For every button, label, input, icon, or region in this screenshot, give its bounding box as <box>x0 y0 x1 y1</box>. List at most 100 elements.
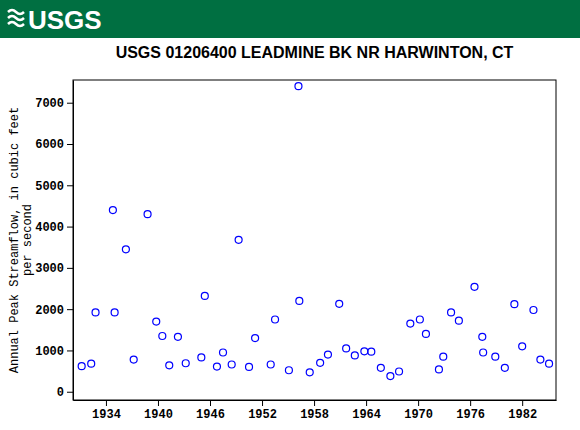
y-axis-title-line: Annual Peak Streamflow, in cubic feet <box>8 107 22 373</box>
data-point <box>435 366 442 373</box>
data-point <box>479 333 486 340</box>
data-point <box>213 363 220 370</box>
data-point <box>88 360 95 367</box>
tick-label: 0 <box>57 386 64 400</box>
tick-label: 1934 <box>92 408 121 422</box>
plot-frame <box>73 80 556 400</box>
tick-label: 1982 <box>508 408 537 422</box>
tick: 1940 <box>144 400 173 422</box>
tick-label: 2000 <box>35 304 64 318</box>
data-point <box>455 317 462 324</box>
y-axis: 01000200030004000500060007000 <box>35 81 73 401</box>
tick-label: 1964 <box>352 408 381 422</box>
data-point <box>182 360 189 367</box>
data-point <box>336 300 343 307</box>
data-point <box>198 354 205 361</box>
data-point <box>324 351 331 358</box>
tick-mark <box>158 400 159 406</box>
data-point <box>220 349 227 356</box>
tick: 2000 <box>35 304 73 318</box>
points <box>78 83 552 380</box>
tick-label: 7000 <box>35 97 64 111</box>
data-point <box>252 335 259 342</box>
data-point <box>361 348 368 355</box>
data-point <box>295 83 302 90</box>
data-point <box>448 309 455 316</box>
data-point <box>471 283 478 290</box>
tick: 4000 <box>35 221 73 235</box>
tick-label: 3000 <box>35 262 64 276</box>
logo-wave <box>8 10 24 14</box>
tick: 1982 <box>508 400 537 422</box>
data-point <box>111 309 118 316</box>
x-axis: 1934 1940 1946 1952 1958 1964 1970 1976 1982 <box>74 400 557 422</box>
y-axis-title: Annual Peak Streamflow, in cubic feetper… <box>8 107 35 373</box>
data-point <box>78 363 85 370</box>
tick-mark <box>67 185 73 186</box>
data-point <box>396 368 403 375</box>
y-axis-title-line: per second <box>21 204 35 276</box>
tick-label: 1970 <box>404 408 433 422</box>
data-point <box>343 345 350 352</box>
tick: 1958 <box>300 400 329 422</box>
data-point <box>530 306 537 313</box>
tick-mark <box>67 392 73 393</box>
data-point <box>501 364 508 371</box>
tick: 0 <box>57 386 73 400</box>
tick-mark <box>67 227 73 228</box>
data-point <box>272 316 279 323</box>
data-point <box>546 360 553 367</box>
tick: 1970 <box>404 400 433 422</box>
logo: USGS <box>8 5 102 35</box>
header-bar <box>0 0 580 38</box>
chart: USGS USGS 01206400 LEADMINE BK NR HARWINT… <box>0 0 580 430</box>
data-point <box>174 333 181 340</box>
tick-label: 1958 <box>300 408 329 422</box>
data-point <box>159 333 166 340</box>
data-point <box>387 373 394 380</box>
data-point <box>267 361 274 368</box>
data-point <box>306 369 313 376</box>
data-point <box>407 320 414 327</box>
data-point <box>377 364 384 371</box>
tick-mark <box>67 268 73 269</box>
data-point <box>317 359 324 366</box>
data-point <box>440 353 447 360</box>
tick: 1964 <box>352 400 381 422</box>
data-point <box>519 343 526 350</box>
data-point <box>537 356 544 363</box>
tick-mark <box>262 400 263 406</box>
logo-wave <box>8 16 24 20</box>
tick: 1952 <box>248 400 277 422</box>
title: USGS 01206400 LEADMINE BK NR HARWINTON, … <box>116 44 514 61</box>
tick-label: 1946 <box>196 408 225 422</box>
data-point <box>92 309 99 316</box>
data-point <box>201 292 208 299</box>
data-point <box>228 361 235 368</box>
data-point <box>416 316 423 323</box>
tick-mark <box>210 400 211 406</box>
data-point <box>285 367 292 374</box>
axis-line <box>73 81 74 401</box>
tick-label: 1940 <box>144 408 173 422</box>
tick-mark <box>366 400 367 406</box>
data-point <box>246 363 253 370</box>
tick-label: 4000 <box>35 221 64 235</box>
data-point <box>235 236 242 243</box>
tick-mark <box>67 309 73 310</box>
tick-label: 1952 <box>248 408 277 422</box>
data-point <box>130 356 137 363</box>
data-point <box>166 362 173 369</box>
data-point <box>480 349 487 356</box>
tick: 1946 <box>196 400 225 422</box>
tick: 6000 <box>35 138 73 152</box>
tick-mark <box>522 400 523 406</box>
tick: 3000 <box>35 262 73 276</box>
data-point <box>422 330 429 337</box>
tick-label: 1976 <box>456 408 485 422</box>
data-point <box>368 348 375 355</box>
tick-label: 6000 <box>35 138 64 152</box>
tick-mark <box>67 103 73 104</box>
tick-mark <box>418 400 419 406</box>
logo-wave <box>8 22 24 26</box>
